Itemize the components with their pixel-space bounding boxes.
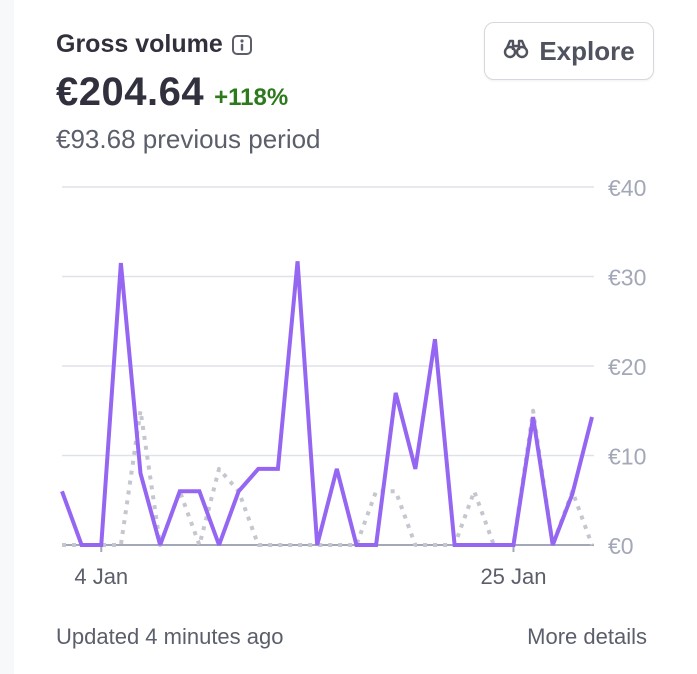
y-tick-label: €40 [608, 175, 646, 201]
card-title: Gross volume [56, 30, 223, 58]
info-icon[interactable] [231, 34, 253, 56]
gross-volume-card: Gross volume €204.64 +118% €93.68 previo… [14, 0, 697, 674]
explore-button[interactable]: Explore [484, 22, 654, 80]
y-tick-label: €30 [608, 265, 646, 291]
previous-period-line [62, 408, 594, 547]
x-tick-label: 25 Jan [480, 564, 546, 589]
explore-label: Explore [539, 35, 635, 66]
y-tick-label: €0 [608, 533, 634, 559]
change-percent: +118% [214, 84, 289, 111]
gross-volume-amount: €204.64 [56, 70, 205, 114]
title-row: Gross volume [56, 30, 253, 59]
current-period-line [60, 261, 594, 547]
updated-text: Updated 4 minutes ago [56, 624, 284, 649]
previous-period-value: €93.68 previous period [56, 124, 321, 154]
amount-row: €204.64 +118% [56, 70, 288, 115]
y-tick-label: €20 [608, 354, 646, 380]
more-details-link[interactable]: More details [527, 624, 647, 649]
binoculars-icon [503, 38, 529, 65]
y-tick-label: €10 [608, 444, 646, 470]
gross-volume-chart: €0 €10 €20 €30 €40 4 Jan 25 Jan [60, 175, 646, 589]
x-tick-label: 4 Jan [74, 564, 128, 589]
